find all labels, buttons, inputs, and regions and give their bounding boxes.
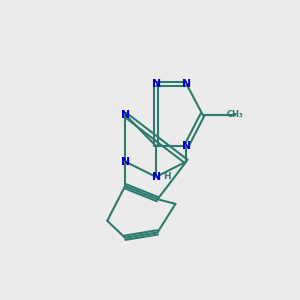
Text: N: N (182, 79, 191, 89)
Text: N: N (121, 110, 130, 119)
Text: N: N (121, 157, 130, 166)
Text: N: N (182, 141, 191, 151)
Text: H: H (163, 172, 171, 182)
Text: N: N (152, 79, 160, 89)
Text: N: N (152, 172, 160, 182)
Text: CH₃: CH₃ (227, 110, 243, 119)
